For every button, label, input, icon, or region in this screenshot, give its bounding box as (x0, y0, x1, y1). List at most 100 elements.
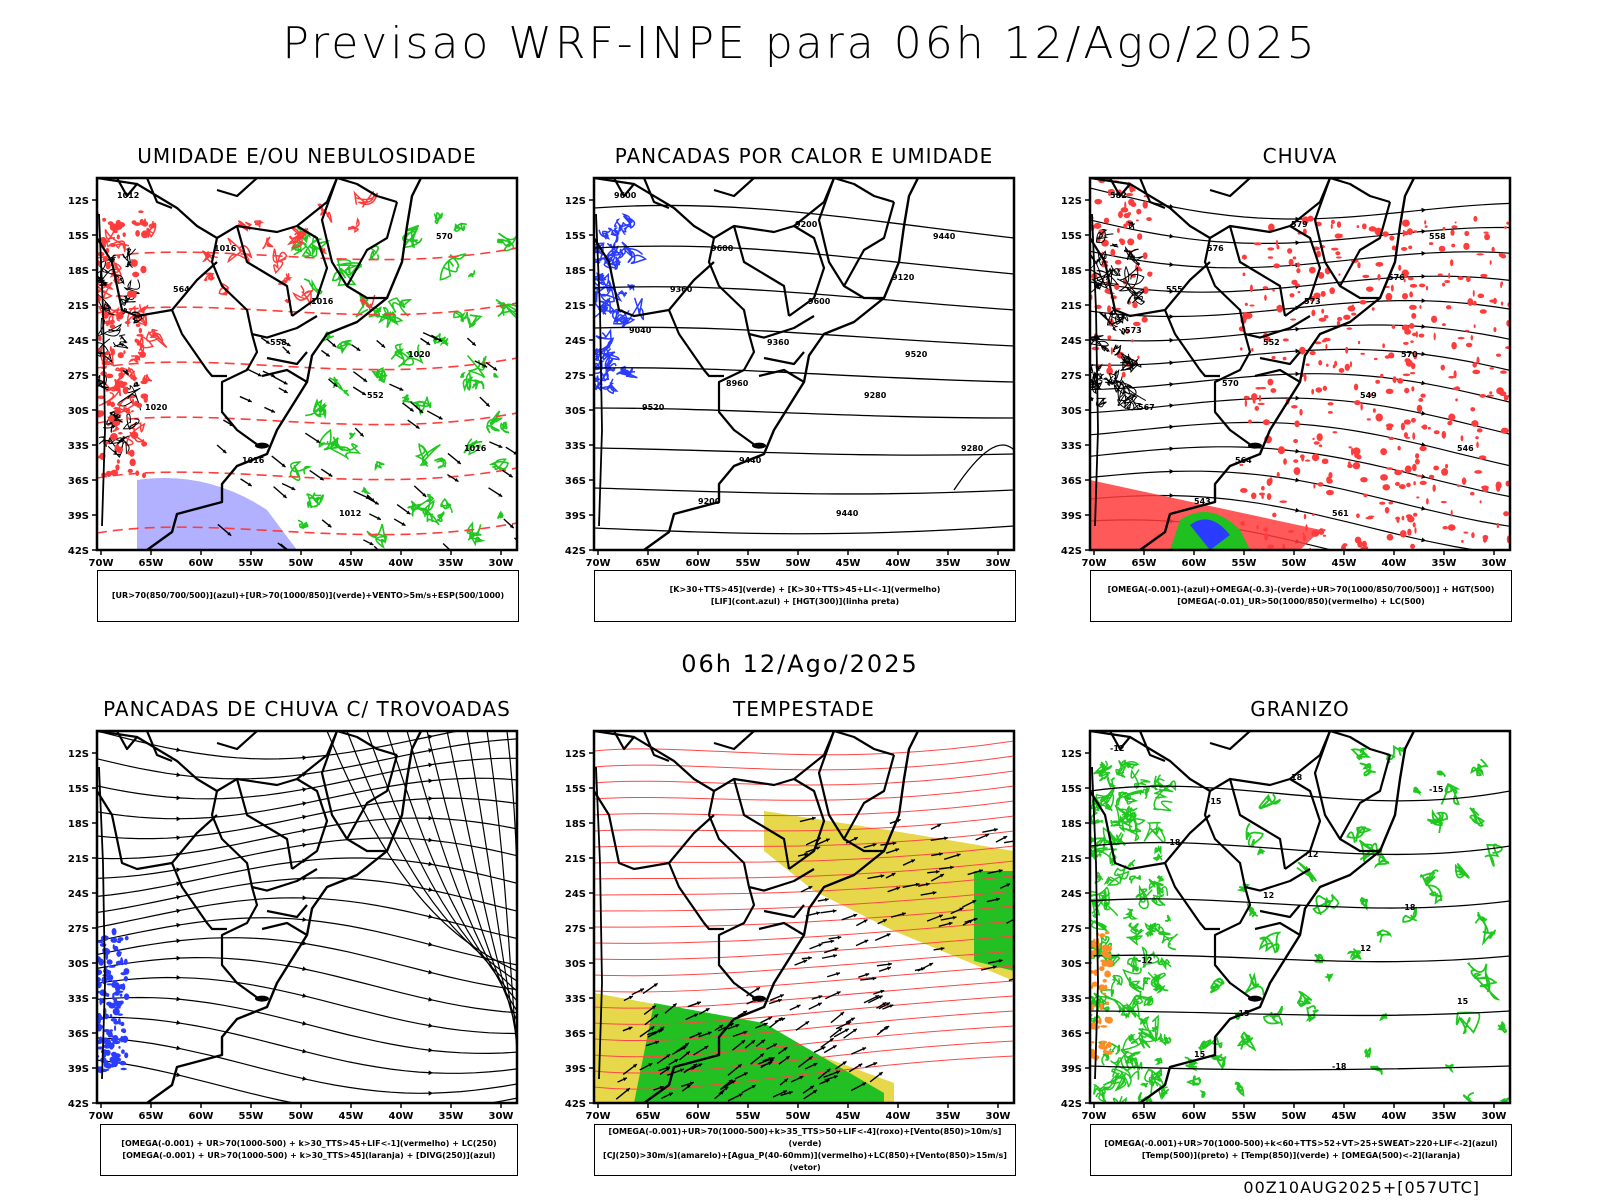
contour-label: 1016 (214, 244, 237, 253)
lon-tick-label: 50W (1282, 558, 1307, 569)
coastline-and-borders (594, 731, 920, 1103)
lat-tick-label: 30S (565, 406, 586, 417)
lon-tick-label: 70W (1082, 558, 1107, 569)
lon-tick-label: 35W (1432, 1111, 1457, 1122)
lat-tick-label: 33S (1061, 994, 1082, 1005)
weather-map-3: 5825765735705675645615585555525495465435… (1061, 176, 1512, 569)
contour-label: 12 (1360, 944, 1371, 953)
panel-legend: [OMEGA(-0.001)-(azul)+OMEGA(-0.3)-(verde… (1090, 570, 1512, 622)
contour-label: 552 (1263, 338, 1280, 347)
lat-tick-label: 24S (68, 336, 89, 347)
lat-tick-label: 30S (68, 406, 89, 417)
legend-line: [OMEGA(-0.001)+UR>70(1000-500)+k<60+TTS>… (1104, 1139, 1498, 1148)
contour-label: 567 (1138, 403, 1155, 412)
lon-tick-label: 60W (1182, 558, 1207, 569)
lon-tick-label: 30W (986, 1111, 1011, 1122)
lon-tick-label: 40W (1382, 558, 1407, 569)
lon-tick-label: 60W (189, 1111, 214, 1122)
lat-tick-label: 18S (565, 266, 586, 277)
panel-title: PANCADAS DE CHUVA C/ TROVOADAS (103, 697, 511, 721)
lat-tick-label: 39S (565, 1064, 586, 1075)
lat-tick-label: 15S (68, 784, 89, 795)
coastline-and-borders (97, 178, 423, 550)
lon-tick-label: 40W (886, 558, 911, 569)
contour-label: 1012 (339, 509, 361, 518)
lat-tick-label: 24S (1061, 336, 1082, 347)
contour-label: 564 (173, 285, 190, 294)
contour-label: 9200 (795, 220, 818, 229)
lon-tick-label: 40W (1382, 1111, 1407, 1122)
lat-tick-label: 12S (1061, 196, 1082, 207)
legend-line: [LIF](cont.azul) + [HGT(300)](linha pret… (710, 597, 900, 606)
contour-label: 9360 (670, 285, 693, 294)
panel-legend: [OMEGA(-0.001)+UR>70(1000-500)+k<60+TTS>… (1090, 1124, 1512, 1176)
contour-label: 549 (1360, 391, 1377, 400)
lon-tick-label: 35W (439, 558, 464, 569)
contour-label: 558 (1429, 232, 1446, 241)
lat-tick-label: 18S (1061, 819, 1082, 830)
lon-tick-label: 40W (886, 1111, 911, 1122)
contour-label: -18 (1166, 838, 1181, 847)
lon-tick-label: 50W (786, 558, 811, 569)
weather-map-2: 9600960096009520952094409440944093609360… (565, 176, 1016, 569)
contour-label: 570 (1401, 350, 1418, 359)
lat-tick-label: 36S (68, 1029, 89, 1040)
contour-label: 573 (1125, 326, 1142, 335)
legend-line: [OMEGA(-0.001) + UR>70(1000-500) + k>30_… (121, 1139, 497, 1148)
contour-label: 9520 (642, 403, 665, 412)
run-info-footer: 00Z10AUG2025+[057UTC] (1243, 1178, 1480, 1197)
lat-tick-label: 36S (1061, 1029, 1082, 1040)
lat-tick-label: 27S (68, 371, 89, 382)
lat-tick-label: 39S (68, 511, 89, 522)
contour-label: 579 (1291, 220, 1308, 229)
main-title: Previsao WRF-INPE para 06h 12/Ago/2025 (282, 18, 1318, 69)
lat-tick-label: 42S (1061, 1099, 1082, 1110)
lat-tick-label: 18S (1061, 266, 1082, 277)
lon-tick-label: 55W (736, 1111, 761, 1122)
lon-tick-label: 55W (1232, 558, 1257, 569)
contour-label: 9440 (836, 509, 859, 518)
lat-tick-label: 33S (68, 441, 89, 452)
lat-tick-label: 21S (68, 854, 89, 865)
contour-label: 552 (367, 391, 384, 400)
lon-tick-label: 55W (736, 558, 761, 569)
contour-label: 9600 (808, 297, 831, 306)
contour-label: 576 (1207, 244, 1224, 253)
lon-tick-label: 30W (489, 558, 514, 569)
lat-tick-label: 33S (565, 441, 586, 452)
lat-tick-label: 15S (1061, 231, 1082, 242)
legend-line: [OMEGA(-0.01)_UR>50(1000/850)(vermelho) … (1177, 597, 1425, 606)
contour-label: -12 (1304, 850, 1318, 859)
contour-label: -18 (1332, 1062, 1347, 1071)
lon-tick-label: 70W (89, 558, 114, 569)
legend-line: [CJ(250)>30m/s](amarelo)+[Agua_P(40-60mm… (603, 1151, 1007, 1172)
panel-title: TEMPESTADE (733, 697, 875, 721)
contour-label: 15 (1457, 997, 1469, 1006)
lat-tick-label: 42S (565, 546, 586, 557)
panel-title: GRANIZO (1250, 697, 1350, 721)
lat-tick-label: 24S (68, 889, 89, 900)
contour-label: 15 (1194, 1050, 1206, 1059)
panel-legend: [UR>70(850/700/500)](azul)+[UR>70(1000/8… (97, 570, 519, 622)
lat-tick-label: 36S (565, 476, 586, 487)
lon-tick-label: 35W (936, 558, 961, 569)
contour-label: 12 (1263, 891, 1274, 900)
lon-tick-label: 30W (986, 558, 1011, 569)
contour-label: 9200 (698, 497, 721, 506)
lat-tick-label: 15S (565, 231, 586, 242)
lon-tick-label: 35W (1432, 558, 1457, 569)
contour-label: -12 (1110, 744, 1124, 753)
contour-label: -12 (1138, 956, 1152, 965)
lat-tick-label: 33S (68, 994, 89, 1005)
lon-tick-label: 55W (239, 1111, 264, 1122)
panel-legend: [OMEGA(-0.001) + UR>70(1000-500) + k>30_… (100, 1124, 518, 1176)
panel-title: PANCADAS POR CALOR E UMIDADE (614, 144, 994, 168)
lon-tick-label: 65W (1132, 1111, 1157, 1122)
contour-label: 9040 (629, 326, 652, 335)
lat-tick-label: 33S (565, 994, 586, 1005)
map-layers: 5825765735705675645615585555525495465435… (1090, 178, 1510, 550)
lat-tick-label: 30S (68, 959, 89, 970)
lat-tick-label: 30S (565, 959, 586, 970)
